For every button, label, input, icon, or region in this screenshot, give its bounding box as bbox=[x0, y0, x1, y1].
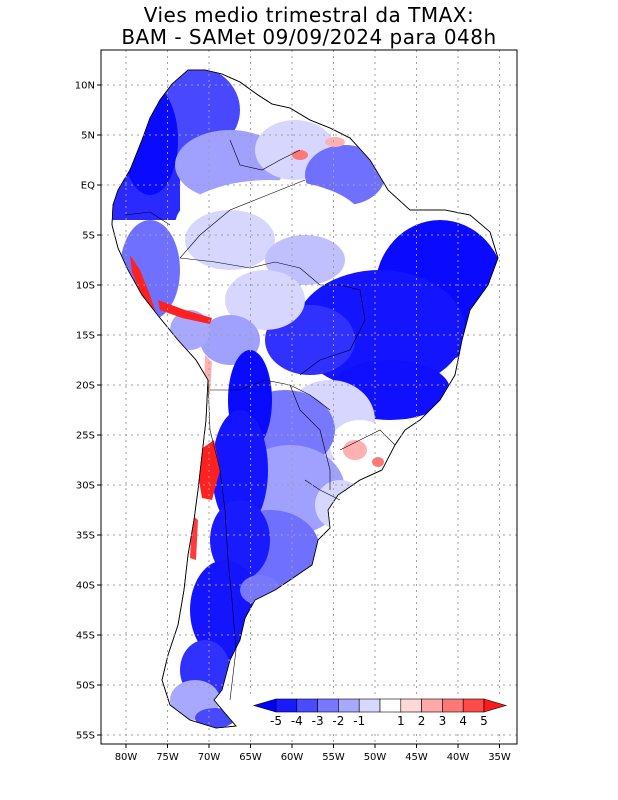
lat-tick-label: 40S bbox=[76, 581, 95, 592]
lat-tick-label: 45S bbox=[76, 631, 95, 642]
colorbar-label: -1 bbox=[353, 714, 365, 728]
map-title-line2: BAM - SAMet 09/09/2024 para 048h bbox=[121, 25, 497, 49]
lat-tick-label: 20S bbox=[76, 381, 95, 392]
lon-tick-label: 70W bbox=[198, 752, 221, 763]
lon-tick-label: 75W bbox=[156, 752, 179, 763]
colorbar-box bbox=[442, 698, 464, 713]
colorbar-label: 4 bbox=[459, 714, 467, 728]
lon-tick-label: 80W bbox=[115, 752, 138, 763]
lat-tick-label: 35S bbox=[76, 531, 95, 542]
colorbar-box bbox=[358, 698, 381, 713]
lat-tick-label: 5S bbox=[82, 231, 95, 242]
lat-tick-label: 30S bbox=[76, 481, 95, 492]
lat-tick-label: 50S bbox=[76, 681, 95, 692]
lon-tick-label: 45W bbox=[405, 752, 428, 763]
colorbar-label: -2 bbox=[332, 714, 344, 728]
colorbar-over-arrow bbox=[483, 698, 508, 713]
colorbar-box bbox=[400, 698, 422, 713]
longitude-labels: 80W 75W 70W 65W 60W 55W 50W 45W 40W 35W bbox=[115, 744, 511, 763]
colorbar-label: 5 bbox=[480, 714, 488, 728]
lat-tick-label: EQ bbox=[81, 181, 95, 192]
lat-tick-label: 25S bbox=[76, 431, 95, 442]
lon-tick-label: 50W bbox=[364, 752, 387, 763]
lat-tick-label: 15S bbox=[76, 331, 95, 342]
colorbar-box bbox=[317, 698, 339, 713]
colorbar-label: -4 bbox=[291, 714, 303, 728]
colorbar-label: 1 bbox=[397, 714, 405, 728]
lon-tick-label: 40W bbox=[447, 752, 470, 763]
lat-tick-label: 10N bbox=[75, 81, 95, 92]
colorbar-box bbox=[275, 698, 298, 713]
lon-tick-label: 35W bbox=[488, 752, 511, 763]
colorbar-box bbox=[421, 698, 443, 713]
colorbar-box bbox=[379, 698, 402, 713]
colorbar-label: 3 bbox=[439, 714, 447, 728]
lat-tick-label: 55S bbox=[76, 731, 95, 742]
map-title-line1: Vies medio trimestral da TMAX: bbox=[143, 3, 475, 27]
colorbar-box bbox=[462, 698, 485, 713]
colorbar: -5 -4 -3 -2 -1 1 2 3 4 5 bbox=[246, 695, 514, 731]
map-gridlines bbox=[101, 50, 517, 744]
lat-tick-label: 5N bbox=[81, 131, 95, 142]
lon-tick-label: 55W bbox=[322, 752, 345, 763]
lon-tick-label: 65W bbox=[239, 752, 262, 763]
lon-tick-label: 60W bbox=[281, 752, 304, 763]
colorbar-label: -3 bbox=[312, 714, 324, 728]
colorbar-box bbox=[338, 698, 360, 713]
lat-tick-label: 10S bbox=[76, 281, 95, 292]
colorbar-label: 2 bbox=[418, 714, 426, 728]
latitude-labels: 10N 5N EQ 5S 10S 15S 20S 25S 30S 35S 40S 45S 50S 55S bbox=[75, 81, 101, 742]
colorbar-label: -5 bbox=[270, 714, 282, 728]
colorbar-box bbox=[296, 698, 318, 713]
